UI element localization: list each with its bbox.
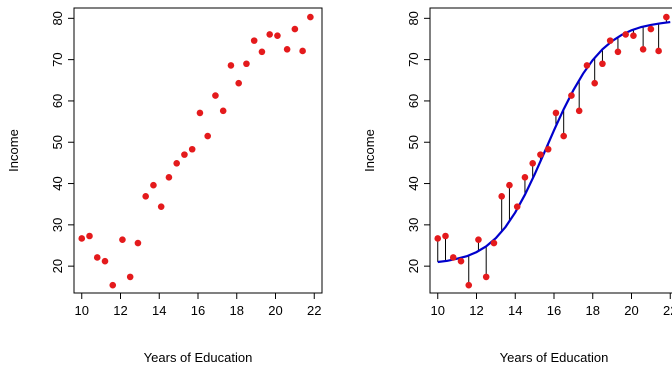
data-point: [134, 239, 142, 247]
data-point: [591, 79, 598, 87]
data-point: [537, 151, 544, 158]
y-tick-label: 40: [50, 176, 65, 190]
data-point: [544, 145, 552, 153]
data-point: [552, 109, 560, 117]
data-point: [614, 48, 622, 56]
x-tick-label: 20: [268, 303, 282, 318]
data-layer: [78, 13, 314, 289]
data-point: [86, 232, 93, 240]
data-point: [165, 174, 173, 181]
x-tick-label: 10: [75, 303, 89, 318]
data-point: [258, 48, 266, 56]
y-tick-label: 70: [50, 52, 65, 66]
y-tick-label: 70: [406, 52, 421, 66]
data-point: [663, 13, 670, 21]
x-tick-label: 18: [586, 303, 600, 318]
x-tick-label: 22: [307, 303, 321, 318]
data-point: [266, 31, 273, 38]
data-point: [204, 132, 211, 140]
data-point: [150, 181, 157, 189]
data-point: [173, 160, 180, 167]
y-tick-label: 40: [406, 176, 421, 190]
data-point: [568, 92, 575, 99]
data-point: [521, 174, 529, 181]
y-tick-label: 80: [50, 11, 65, 25]
data-layer: [434, 13, 671, 289]
x-tick-label: 18: [230, 303, 244, 318]
data-point: [227, 62, 235, 69]
data-point: [529, 160, 536, 167]
data-point: [93, 254, 101, 261]
fit-curve: [437, 20, 671, 264]
data-point: [101, 257, 109, 265]
y-axis-title: Income: [6, 129, 21, 172]
x-tick-label: 10: [431, 303, 445, 318]
data-point: [274, 32, 281, 39]
x-tick-label: 14: [152, 303, 166, 318]
data-point: [506, 181, 513, 189]
x-tick-label: 16: [547, 303, 561, 318]
data-point: [606, 37, 614, 44]
data-point: [250, 37, 258, 44]
y-tick-label: 50: [406, 135, 421, 149]
data-point: [196, 109, 204, 117]
data-point: [630, 32, 637, 39]
data-point: [599, 60, 606, 68]
data-point: [243, 60, 250, 68]
data-point: [498, 193, 505, 200]
data-point: [291, 25, 299, 33]
y-axis-title: Income: [362, 129, 377, 172]
data-point: [647, 25, 655, 33]
left-scatter-panel: 10 12 14 16 18 20 22 20 30 40 50 60 70 80 Years of Edu…: [6, 7, 323, 365]
data-point: [126, 273, 134, 281]
data-point: [457, 257, 465, 265]
data-point: [465, 281, 473, 289]
x-tick-label: 14: [508, 303, 522, 318]
data-point: [142, 193, 149, 200]
data-point: [157, 203, 165, 210]
data-point: [449, 254, 457, 261]
data-point: [78, 235, 86, 242]
data-point: [119, 236, 126, 244]
data-point: [639, 46, 647, 53]
data-point: [560, 132, 567, 140]
x-tick-label: 20: [624, 303, 638, 318]
data-point: [219, 107, 227, 115]
data-point: [442, 232, 449, 240]
y-tick-label: 30: [50, 218, 65, 232]
x-tick-label: 16: [191, 303, 205, 318]
data-point: [575, 107, 583, 115]
data-point: [513, 203, 521, 210]
y-tick-label: 30: [406, 218, 421, 232]
data-point: [475, 236, 482, 244]
data-point: [181, 151, 188, 158]
data-point: [283, 46, 291, 53]
y-tick-label: 80: [406, 11, 421, 25]
data-point: [482, 273, 490, 281]
data-point: [212, 92, 219, 99]
data-point: [622, 31, 629, 38]
x-tick-label: 12: [469, 303, 483, 318]
data-point: [655, 47, 662, 55]
data-point: [299, 47, 306, 55]
y-tick-label: 20: [50, 259, 65, 273]
data-point: [188, 145, 196, 153]
y-tick-label: 20: [406, 259, 421, 273]
data-point: [307, 13, 314, 21]
y-tick-label: 60: [406, 94, 421, 108]
x-tick-label: 12: [113, 303, 127, 318]
data-point: [583, 62, 591, 69]
data-point: [434, 235, 442, 242]
y-tick-label: 60: [50, 94, 65, 108]
right-fit-panel: 10 12 14 16 18 20 22 20 30 40 50 60 70 80 Years of Edu…: [362, 7, 672, 365]
x-axis-title: Years of Education: [144, 350, 253, 365]
data-point: [109, 281, 117, 289]
x-axis-title: Years of Education: [500, 350, 609, 365]
y-tick-label: 50: [50, 135, 65, 149]
data-point: [490, 239, 498, 247]
data-point: [235, 79, 242, 87]
x-tick-label: 22: [663, 303, 672, 318]
